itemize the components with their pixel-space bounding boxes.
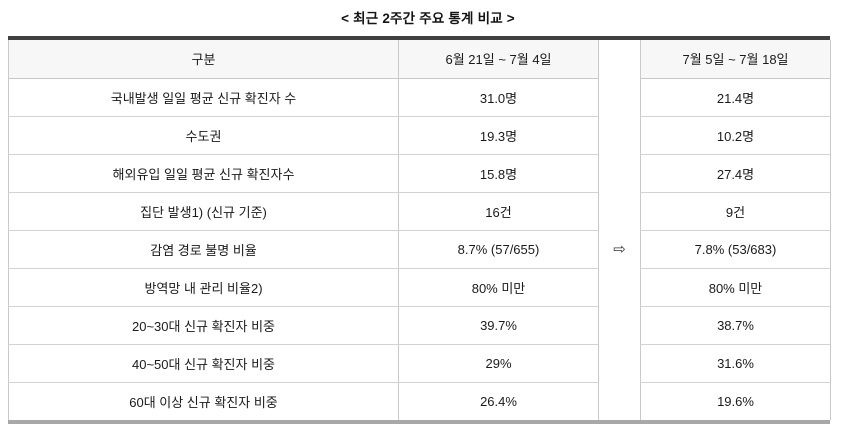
column-header-separator	[598, 40, 641, 78]
separator-cell	[598, 154, 641, 192]
table-row: 국내발생 일일 평균 신규 확진자 수 31.0명 21.4명	[8, 78, 831, 117]
row-value-left: 39.7%	[398, 306, 599, 345]
row-label: 국내발생 일일 평균 신규 확진자 수	[8, 78, 399, 117]
separator-cell	[598, 78, 641, 116]
separator-cell	[598, 344, 641, 382]
comparison-arrow-cell: ⇨	[598, 230, 641, 268]
separator-cell	[598, 192, 641, 230]
table-row: 40~50대 신규 확진자 비중 29% 31.6%	[8, 344, 831, 383]
row-value-left: 31.0명	[398, 78, 599, 117]
row-label: 감염 경로 불명 비율	[8, 230, 399, 269]
row-value-right: 31.6%	[640, 344, 831, 383]
row-label: 집단 발생1) (신규 기준)	[8, 192, 399, 231]
row-label: 수도권	[8, 116, 399, 155]
table-row: 집단 발생1) (신규 기준) 16건 9건	[8, 192, 831, 231]
row-value-left: 15.8명	[398, 154, 599, 193]
row-label: 방역망 내 관리 비율2)	[8, 268, 399, 307]
statistics-table: 구분 6월 21일 ~ 7월 4일 7월 5일 ~ 7월 18일 국내발생 일일…	[8, 40, 831, 420]
row-label: 해외유입 일일 평균 신규 확진자수	[8, 154, 399, 193]
row-value-left: 16건	[398, 192, 599, 231]
row-value-right: 9건	[640, 192, 831, 231]
column-header-period-right: 7월 5일 ~ 7월 18일	[640, 40, 831, 79]
row-value-right: 7.8% (53/683)	[640, 230, 831, 269]
row-label: 40~50대 신규 확진자 비중	[8, 344, 399, 383]
row-value-right: 38.7%	[640, 306, 831, 345]
row-value-left: 19.3명	[398, 116, 599, 155]
table-row: 해외유입 일일 평균 신규 확진자수 15.8명 27.4명	[8, 154, 831, 193]
table-row: 방역망 내 관리 비율2) 80% 미만 80% 미만	[8, 268, 831, 307]
row-label: 60대 이상 신규 확진자 비중	[8, 382, 399, 420]
column-header-label: 구분	[8, 40, 399, 79]
row-value-left: 29%	[398, 344, 599, 383]
table-row: 20~30대 신규 확진자 비중 39.7% 38.7%	[8, 306, 831, 345]
row-value-left: 80% 미만	[398, 268, 599, 307]
page-title-bar: < 최근 2주간 주요 통계 비교 >	[0, 0, 856, 34]
table-header-row: 구분 6월 21일 ~ 7월 4일 7월 5일 ~ 7월 18일	[8, 40, 831, 79]
table-row: 감염 경로 불명 비율 8.7% (57/655) ⇨ 7.8% (53/683)	[8, 230, 831, 269]
row-value-right: 10.2명	[640, 116, 831, 155]
row-value-right: 21.4명	[640, 78, 831, 117]
separator-cell	[598, 306, 641, 344]
row-value-right: 27.4명	[640, 154, 831, 193]
column-header-period-left: 6월 21일 ~ 7월 4일	[398, 40, 599, 79]
row-value-left: 26.4%	[398, 382, 599, 420]
right-arrow-icon: ⇨	[613, 239, 626, 258]
separator-cell	[598, 116, 641, 154]
page-title: < 최근 2주간 주요 통계 비교 >	[341, 11, 515, 26]
statistics-table-container: 구분 6월 21일 ~ 7월 4일 7월 5일 ~ 7월 18일 국내발생 일일…	[8, 36, 831, 424]
table-row: 수도권 19.3명 10.2명	[8, 116, 831, 155]
row-value-right: 80% 미만	[640, 268, 831, 307]
row-value-left: 8.7% (57/655)	[398, 230, 599, 269]
separator-cell	[598, 268, 641, 306]
row-value-right: 19.6%	[640, 382, 831, 420]
separator-cell	[598, 382, 641, 420]
table-row: 60대 이상 신규 확진자 비중 26.4% 19.6%	[8, 382, 831, 420]
row-label: 20~30대 신규 확진자 비중	[8, 306, 399, 345]
table-header: 구분 6월 21일 ~ 7월 4일 7월 5일 ~ 7월 18일	[8, 40, 831, 79]
